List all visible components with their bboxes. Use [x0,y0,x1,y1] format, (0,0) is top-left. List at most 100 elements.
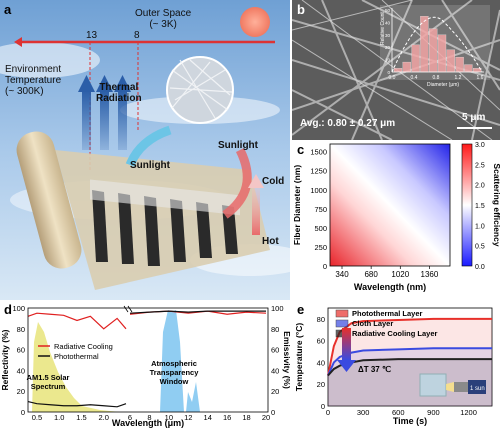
env-label-2: Temperature [5,75,62,86]
heatmap-ytick-label: 750 [314,205,327,214]
atmospheric-window-fill [160,310,184,412]
spectrum-lines [27,310,267,408]
histogram-bar [420,16,429,73]
temperature-lines [327,317,492,377]
spectrum-ytick-label-right: 0 [271,408,275,417]
spectrum-ytick-label: 40 [17,366,25,375]
spectrum-ytick-label: 20 [17,387,25,396]
spectrum-xtick-label: 14 [204,413,212,422]
panel-label-c: c [297,142,305,157]
cold-label: Cold [262,176,285,187]
temperature-xtick-label: 900 [427,408,440,417]
tick-13: 13 [86,30,98,41]
legend-label: Radiative Cooling Layer [352,329,438,338]
spectrum-ytick-label: 100 [12,304,25,313]
colorbar-label: Scattering efficiency [492,163,500,246]
hist-ytick: 30 [385,33,391,38]
window-label-3: Window [160,377,189,386]
temperature-fills [328,318,492,406]
spectrum-xtick-label: 8 [147,413,151,422]
panel-label-a: a [4,2,12,17]
env-temp: (~ 300K) [5,86,44,97]
colorbar-tick-label: 3.0 [475,142,485,149]
solar-spectrum-fill [32,322,120,412]
cold-hot-arrow [252,185,260,235]
heatmap-xlabel: Wavelength (nm) [354,282,426,292]
heatmap-xtick-label: 1020 [391,270,409,279]
temperature-xtick-label: 0 [326,408,330,417]
heatmap-xtick-label: 340 [335,270,349,279]
heatmap-ytick-label: 250 [314,243,327,252]
temperature-xtick-label: 600 [392,408,405,417]
temperature-ytick-label: 60 [317,337,325,346]
panel-b: Relative Count Diameter (μm) 0.0 0.4 0.8 1.… [292,0,500,140]
hist-xtick: 0.8 [433,75,440,81]
temperature-ytick-label: 20 [317,380,325,389]
heatmap-area [329,143,451,267]
histogram-bar [393,68,403,73]
hist-xtick: 1.6 [477,75,484,81]
plot-frame [27,307,269,413]
temperature-xlabel: Time (s) [393,416,427,426]
thermal-label: Thermal [99,82,139,93]
histogram-bar [437,34,447,73]
spectrum-ytick-label: 0 [21,408,25,417]
film-roll [16,131,82,269]
colorbar-tick-label: 1.0 [475,223,485,230]
sunlight-left-label: Sunlight [130,160,170,171]
histogram-bar [455,56,464,73]
electrode-stripes [92,190,238,266]
hist-ytick: 50 [385,8,391,13]
temperature-fill [328,348,492,406]
spectrum-ytick-label-right: 80 [271,325,279,334]
spectrum-xticks: 0.5 1.0 1.5 2.0 6 8 10 12 14 16 18 20 [32,413,270,422]
lamp-icon [454,382,468,392]
legend-photothermal-label: Photothermal [54,352,99,361]
sunlight-arrow-left [125,125,172,167]
spectrum-ytick-label-right: 60 [271,346,279,355]
heatmap-ytick-label: 1000 [310,186,327,195]
spectrum-ylabel-left: Reflectivity (%) [0,329,10,390]
spectrum-yticks-right: 0 20 40 60 80 100 [271,304,284,417]
colorbar [461,143,473,267]
thermal-label-2: Radiation [96,93,142,104]
hist-yticks: 0 10 20 30 40 50 [385,8,391,75]
colorbar-tick-label: 1.5 [475,203,485,210]
spectrum-ytick-label-right: 40 [271,366,279,375]
thermal-arrow [118,90,127,150]
spectrum-ytick-label: 60 [17,346,25,355]
colorbar-tick-label: 2.5 [475,162,485,169]
histogram-bar [402,61,411,73]
heatmap-yticks: 0 250 500 750 1000 1250 1500 [310,148,327,271]
spectrum-yticks: 0 20 40 60 80 100 [12,304,25,417]
heatmap-ylabel: Fiber Diameter (nm) [292,165,302,245]
temperature-xtick-label: 300 [357,408,370,417]
spectrum-xtick-label: 1.0 [54,413,64,422]
heatmap-xtick-label: 1360 [421,270,439,279]
temperature-ytick-label: 40 [317,358,325,367]
spectrum-xtick-label: 1.5 [76,413,86,422]
panel-e: 0 300 600 900 1200 0 20 40 60 80 Time (s) Temper… [292,302,500,429]
spectrum-xtick-label: 2.0 [99,413,109,422]
window-label: Atmospheric [151,359,197,368]
outer-space-label: Outer Space [135,8,192,19]
panel-a: Outer Space (~ 3K) 13 8 Environment Temp… [0,0,290,300]
spectrum-xtick-label: 12 [184,413,192,422]
colorbar-tick-label: 0.5 [475,244,485,251]
solar-label-2: Spectrum [31,382,66,391]
spectrum-ytick-label-right: 20 [271,387,279,396]
spectrum-xtick-label: 0.5 [32,413,42,422]
temperature-ylabel: Temperature (°C) [294,323,304,392]
spectrum-chart: 0.5 1.0 1.5 2.0 6 8 10 12 14 16 18 20 020406080100 … [0,302,290,429]
hist-xlabel: Diameter (μm) [427,82,459,88]
hist-xtick: 1.2 [455,75,462,81]
spectrum-ytick-label-right: 100 [271,304,284,313]
tick-8: 8 [134,30,140,41]
solar-label: AM1.5 Solar [27,373,70,382]
hist-xticks: 0.0 0.4 0.8 1.2 1.6 [389,75,484,81]
hist-ytick: 40 [385,20,391,25]
hist-ytick: 20 [385,45,391,50]
heatmap-chart: 340 680 1020 1360 0 250 500 750 1000 1250 1500 0.… [292,142,500,292]
heatmap-ytick-label: 0 [323,262,327,271]
temperature-fill [328,359,492,406]
